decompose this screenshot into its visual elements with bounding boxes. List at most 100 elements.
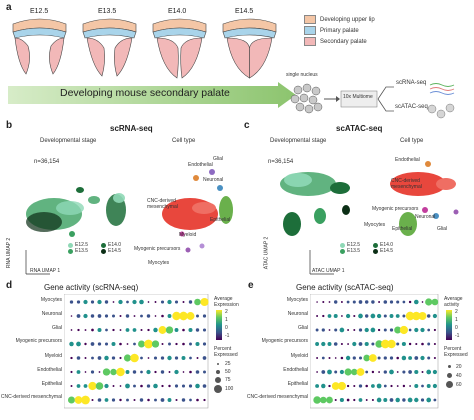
size-legend-item: 50 [214, 368, 233, 376]
dotplot-dot [186, 312, 195, 320]
panel-e-row-neuronal: Neuronal [287, 311, 308, 317]
dotplot-dot [147, 398, 150, 402]
dotplot-dot [181, 356, 186, 360]
dotplot-dot [168, 342, 171, 346]
dotplot-dot [138, 340, 145, 348]
dotplot-dot [340, 315, 343, 317]
dotplot-dot [188, 384, 193, 388]
colorbar-tick: 1 [455, 317, 458, 323]
dotplot-dot [112, 328, 115, 332]
dotplot-dot [200, 297, 209, 307]
dotplot-dot [353, 384, 356, 388]
palate-illustrations [12, 18, 277, 79]
dotplot-dot [321, 370, 326, 374]
dotplot-dot [322, 314, 325, 318]
dotplot-dot [369, 354, 377, 362]
stage-label-e13-5: E13.5 [98, 8, 117, 15]
dotplot-dot [383, 398, 388, 402]
dotplot-dot [84, 371, 87, 373]
legend-dot [68, 242, 73, 248]
dotplot-dot [70, 329, 73, 331]
dotplot-dot [76, 300, 81, 304]
dotplot-dot [347, 343, 350, 345]
panel-e-row-epithelial: Epithelial [287, 381, 308, 387]
dotplot-dot [328, 301, 331, 303]
panel-d-row-cnc: CNC-derived mesenchymal [0, 394, 62, 400]
dotplot-dot [402, 314, 406, 318]
dotplot-dot [196, 398, 199, 402]
dotplot-dot [69, 300, 74, 304]
dotplot-dot [356, 368, 365, 376]
dotplot-dot [432, 369, 438, 375]
dotplot-dot [97, 328, 102, 332]
dotplot-dot [77, 328, 80, 332]
panel-b-celltype-glial: Glial [213, 156, 224, 162]
dotplot-dot [182, 342, 185, 346]
panel-b-legend-e14-0-label: E14.0 [108, 242, 122, 248]
dotplot-dot [104, 383, 109, 389]
dotplot-dot [358, 384, 363, 388]
panel-c-legend-e14-5-label: E14.5 [380, 248, 394, 254]
panel-b-legend-e13-5-label: E13.5 [75, 248, 89, 254]
dotplot-dot [427, 328, 431, 332]
dotplot-dot [67, 396, 76, 404]
panel-c-celltype-myogenic: Myogenic precursors [372, 206, 419, 212]
legend-dot [68, 248, 73, 254]
dotplot-dot [70, 385, 73, 387]
dotplot-dot [123, 354, 132, 362]
dotplot-dot [160, 356, 165, 360]
stage-label-e14-5: E14.5 [235, 8, 254, 15]
dotplot-dot [344, 368, 352, 376]
dotplot-dot [90, 300, 95, 304]
dotplot-dot [133, 342, 136, 346]
dotplot-dot [365, 384, 368, 388]
dotplot-dot [90, 342, 95, 346]
stage-label-e12-5: E12.5 [30, 8, 49, 15]
dotplot-dot [408, 342, 412, 346]
dotplot-dot [144, 339, 153, 349]
panel-e-title: Gene activity (scATAC-seq) [296, 283, 394, 292]
dotplot-dot [370, 313, 376, 319]
panel-b-celltype-umap [162, 169, 233, 253]
dotplot-dot [98, 371, 101, 373]
panel-c-umaps [280, 161, 459, 275]
dotplot-dot [140, 384, 143, 388]
size-legend-item: 40 [446, 371, 462, 380]
dotplot-dot [353, 398, 356, 402]
dotplot-dot [364, 314, 369, 318]
dotplot-dot [102, 368, 111, 376]
dotplot-dot [425, 298, 433, 306]
dotplot-dot [414, 356, 419, 360]
dotplot-dot [174, 328, 179, 332]
dotplot-dot [389, 314, 394, 318]
legend-label-secondary-palate: Secondary palate [320, 38, 367, 45]
dotplot-dot [389, 328, 394, 332]
dotplot-dot [189, 370, 192, 374]
dotplot-dot [90, 370, 95, 374]
dotplot-dot [83, 384, 88, 388]
dotplot-dot [333, 300, 338, 304]
dotplot-dot [182, 371, 185, 373]
dotplot-dot [188, 300, 193, 304]
dotplot-dot [326, 396, 333, 404]
dotplot-dot [358, 328, 363, 332]
dotplot-dot [167, 355, 172, 361]
dotplot-dot [321, 341, 326, 347]
dotplot-dot [146, 314, 151, 318]
dotplot-dot [160, 300, 165, 304]
dotplot-dot [421, 384, 424, 388]
panel-e-row-labels: Myocytes Neuronal Glial Myogenic precurs… [246, 296, 308, 408]
dotplot-dot [119, 356, 122, 360]
panel-e-colorbar-title: Average activity [444, 296, 463, 308]
dotplot-dot [202, 356, 207, 360]
panel-b-stage-legend: E12.5 E14.0 E13.5 E14.5 [68, 242, 138, 254]
dotplot-dot [339, 369, 344, 375]
dotplot-dot [405, 311, 415, 321]
panel-b-legend-e14-5-label: E14.5 [108, 248, 122, 254]
dotplot-dot [408, 300, 412, 304]
dotplot-dot [371, 370, 375, 374]
multiome-label: 10x Multiome [343, 94, 373, 100]
dotplot-dot [432, 383, 437, 389]
dotplot-dot [70, 356, 73, 360]
legend-label-upper-lip: Developing upper lip [320, 16, 375, 23]
